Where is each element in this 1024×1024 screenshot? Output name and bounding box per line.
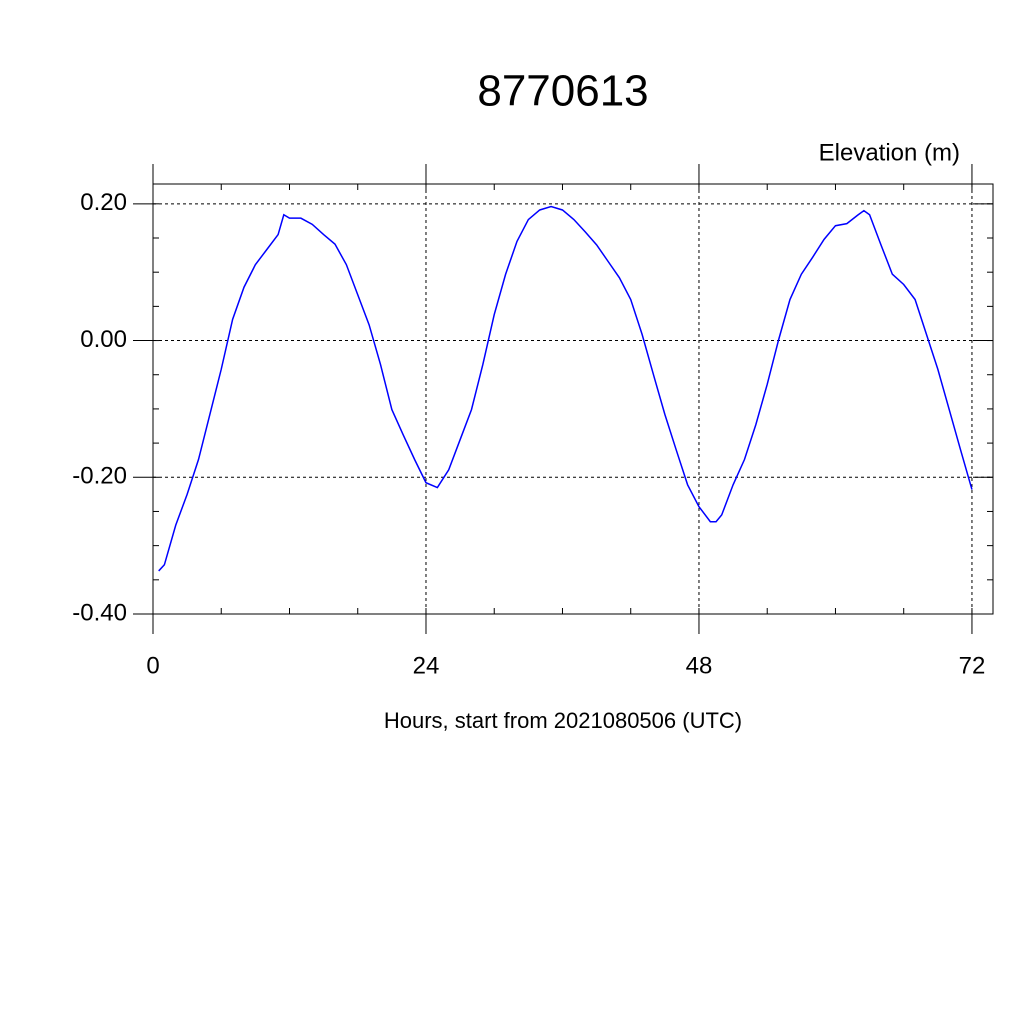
x-axis-label: Hours, start from 2021080506 (UTC) bbox=[384, 708, 742, 733]
y-tick-label: 0.20 bbox=[80, 189, 127, 216]
x-tick-label: 24 bbox=[413, 652, 440, 679]
y-tick-label: -0.40 bbox=[72, 599, 127, 626]
y-tick-label: -0.20 bbox=[72, 463, 127, 490]
y-tick-label: 0.00 bbox=[80, 326, 127, 353]
data-line bbox=[158, 205, 973, 572]
chart-title: 8770613 bbox=[477, 67, 648, 116]
x-tick-label: 48 bbox=[686, 652, 713, 679]
x-tick-label: 0 bbox=[146, 652, 159, 679]
x-tick-label: 72 bbox=[959, 652, 986, 679]
plot-frame bbox=[152, 183, 994, 615]
y-axis-label: Elevation (m) bbox=[819, 139, 960, 166]
